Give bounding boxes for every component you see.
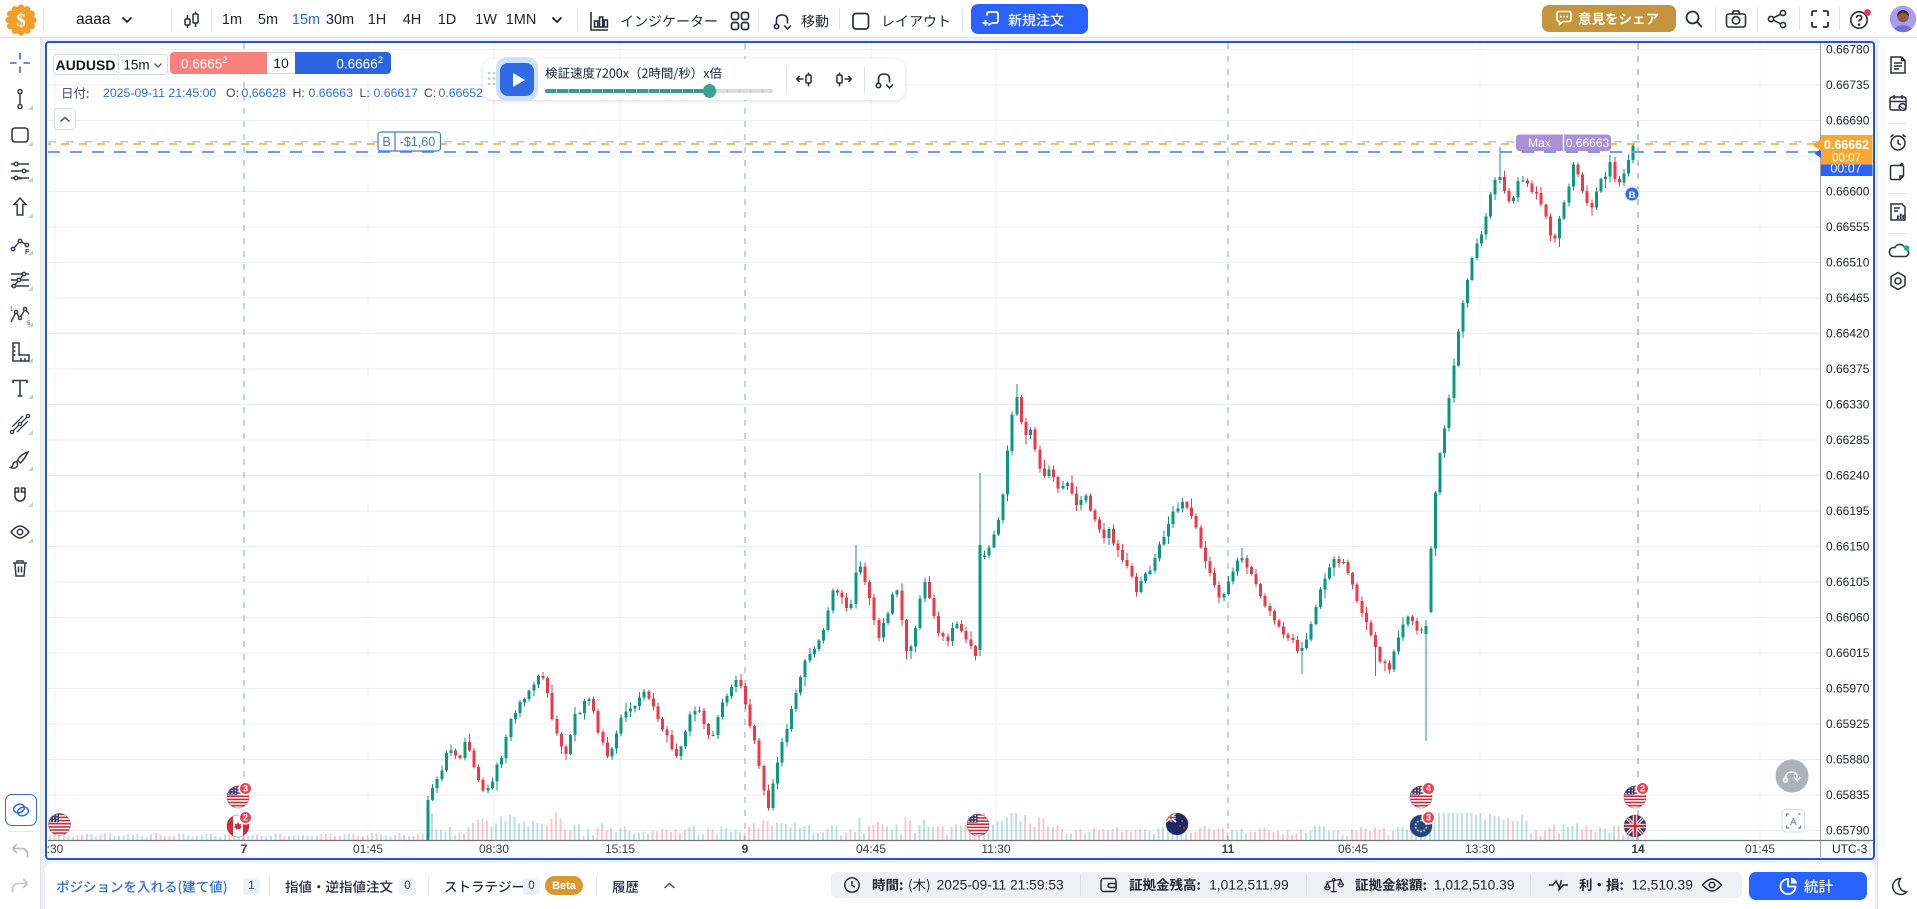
svg-text:0.66150: 0.66150 [1826,540,1870,554]
svg-text:0.66375: 0.66375 [1826,362,1870,376]
svg-text:$: $ [16,11,26,32]
svg-text:11:30: 11:30 [981,842,1010,856]
svg-text:0.66060: 0.66060 [1826,611,1870,625]
svg-text:0.66555: 0.66555 [1826,220,1870,234]
svg-text:0.66735: 0.66735 [1826,78,1870,92]
svg-text:00:07: 00:07 [1830,162,1861,176]
svg-text:0.66240: 0.66240 [1826,469,1870,483]
svg-text:0.66662: 0.66662 [1824,138,1869,152]
svg-text:14: 14 [1631,842,1645,856]
svg-text:9: 9 [742,842,749,856]
svg-text:01:45: 01:45 [353,842,383,856]
svg-text:0.66663: 0.66663 [1566,136,1610,150]
svg-text:B: B [382,135,390,149]
svg-text:0.66285: 0.66285 [1826,433,1870,447]
svg-text:08:30: 08:30 [479,842,509,856]
svg-text:2: 2 [243,813,248,823]
svg-text:2: 2 [1640,784,1645,794]
svg-text:0.66780: 0.66780 [1826,43,1870,57]
svg-text:0.66600: 0.66600 [1826,185,1870,199]
svg-text:0.65880: 0.65880 [1826,753,1870,767]
svg-text:0.65970: 0.65970 [1826,682,1870,696]
svg-text:0.66195: 0.66195 [1826,504,1870,518]
svg-text::30: :30 [47,842,64,856]
svg-text:0.66015: 0.66015 [1826,646,1870,660]
svg-text:0.65925: 0.65925 [1826,717,1870,731]
svg-text:11: 11 [1222,842,1235,856]
svg-text:0.66330: 0.66330 [1826,398,1870,412]
svg-text:06:45: 06:45 [1338,842,1368,856]
svg-text:0.65790: 0.65790 [1826,824,1870,838]
svg-text:0.66690: 0.66690 [1826,114,1870,128]
svg-text:5: 5 [27,321,31,327]
svg-text:F: F [25,249,30,256]
svg-text:3: 3 [243,784,248,794]
svg-text:15:15: 15:15 [605,842,635,856]
svg-text:01:45: 01:45 [1745,842,1775,856]
svg-text:0.65835: 0.65835 [1826,788,1870,802]
svg-text:7: 7 [241,842,248,856]
svg-text:0.66105: 0.66105 [1826,575,1870,589]
svg-text:0.66465: 0.66465 [1826,291,1870,305]
svg-text:Max: Max [1528,136,1551,150]
svg-text:3: 3 [1426,813,1431,823]
svg-text:UTC-3: UTC-3 [1832,842,1868,856]
svg-text:-$1,60: -$1,60 [400,135,435,149]
svg-text:13:30: 13:30 [1465,842,1495,856]
svg-text:B: B [1629,190,1636,201]
svg-text:A: A [1790,817,1797,828]
svg-text:0.66420: 0.66420 [1826,327,1870,341]
svg-text:00:07: 00:07 [1832,153,1861,165]
svg-text:1: 1 [10,307,14,313]
svg-text:0.66510: 0.66510 [1826,256,1870,270]
svg-text:04:45: 04:45 [856,842,886,856]
svg-text:4: 4 [1426,784,1431,794]
